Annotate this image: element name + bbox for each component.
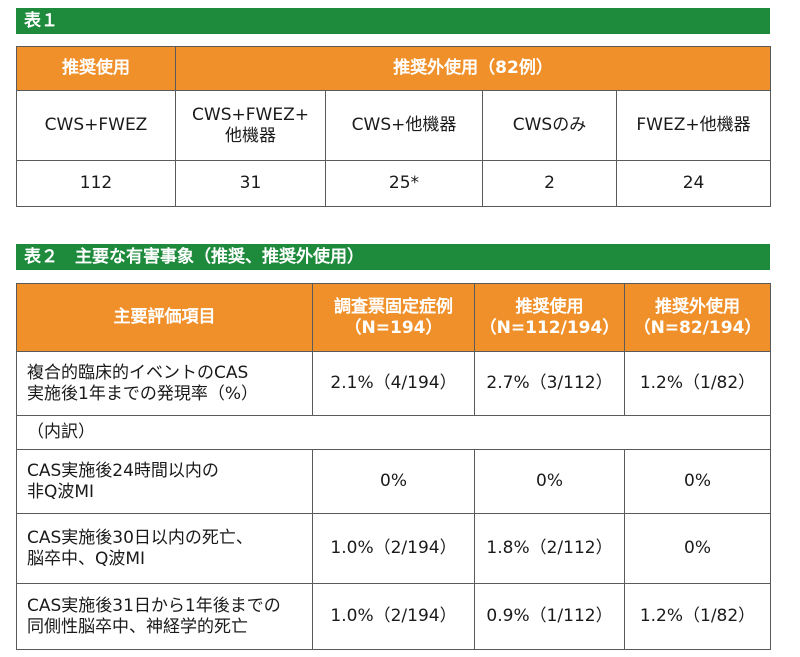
table2-cell: 0% <box>474 449 625 514</box>
table2-cell: 0% <box>312 449 475 514</box>
table1-header-recommended: 推奨使用 <box>16 46 176 91</box>
table2-header: 推奨外使用 （N=82/194） <box>624 283 771 352</box>
table1-value: 112 <box>16 160 176 207</box>
table2-cell: 1.0%（2/194） <box>312 513 475 584</box>
table2-header: 調査票固定症例 （N=194） <box>312 283 475 352</box>
table2-title-bar: 表２ 主要な有害事象（推奨、推奨外使用） <box>16 244 770 270</box>
table2-breakdown-label: （内訳） <box>16 415 771 450</box>
table1-value: 24 <box>615 160 772 207</box>
table1-col-label: CWS+他機器 <box>325 90 483 161</box>
table1-col-label: CWSのみ <box>482 90 617 161</box>
table2-row-label: 複合的臨床的イベントのCAS 実施後1年までの発現率（%） <box>16 351 313 416</box>
table1-col-label: FWEZ+他機器 <box>615 90 772 161</box>
table2-cell: 0% <box>624 449 771 514</box>
table1-title-bar: 表１ <box>16 8 770 34</box>
table2-header: 主要評価項目 <box>16 283 313 352</box>
table2-header: 推奨使用 （N=112/194） <box>474 283 625 352</box>
table2: 主要評価項目 調査票固定症例 （N=194） 推奨使用 （N=112/194） … <box>16 283 771 650</box>
table2-cell: 1.8%（2/112） <box>474 513 625 584</box>
table2-row-label: CAS実施後31日から1年後までの 同側性脳卒中、神経学的死亡 <box>16 583 313 650</box>
table2-cell: 2.1%（4/194） <box>312 351 475 416</box>
table2-cell: 2.7%（3/112） <box>474 351 625 416</box>
table2-cell: 1.0%（2/194） <box>312 583 475 650</box>
table1-value: 2 <box>482 160 617 207</box>
table2-cell: 0.9%（1/112） <box>474 583 625 650</box>
table2-row-label: CAS実施後30日以内の死亡、 脳卒中、Q波MI <box>16 513 313 584</box>
table1-col-label: CWS+FWEZ+ 他機器 <box>175 90 326 161</box>
table2-row-label: CAS実施後24時間以内の 非Q波MI <box>16 449 313 514</box>
table1-value: 25* <box>325 160 483 207</box>
table1-col-label: CWS+FWEZ <box>16 90 176 161</box>
table2-cell: 1.2%（1/82） <box>624 583 771 650</box>
table1-header-off-label: 推奨外使用（82例） <box>174 46 772 91</box>
table1-value: 31 <box>175 160 326 207</box>
table2-cell: 0% <box>624 513 771 584</box>
table1: 推奨使用 推奨外使用（82例） CWS+FWEZ CWS+FWEZ+ 他機器 C… <box>16 46 772 207</box>
table2-cell: 1.2%（1/82） <box>624 351 771 416</box>
